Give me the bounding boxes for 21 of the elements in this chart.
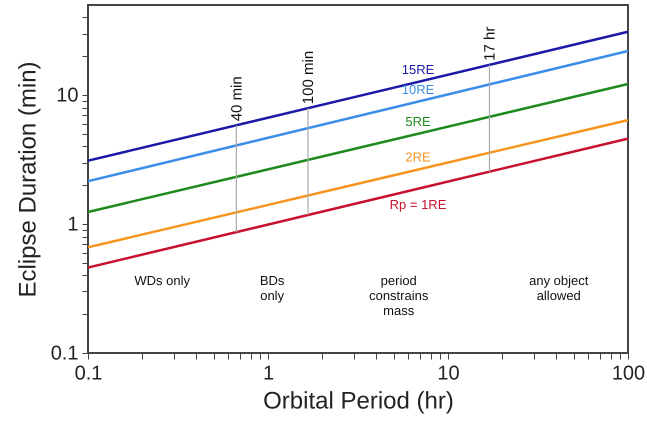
ref-line-label: 100 min [300, 50, 317, 104]
x-tick-label: 10 [437, 362, 460, 384]
series-label: Rp = 1RE [390, 197, 447, 212]
ref-line-label: 17 hr [481, 26, 498, 61]
x-tick-label: 100 [612, 362, 646, 384]
ref-line-label: 40 min [228, 76, 246, 122]
x-tick-label: 0.1 [74, 362, 102, 384]
x-tick-label: 1 [262, 362, 274, 384]
series-label: 10RE [402, 82, 435, 98]
series-label: 5RE [405, 114, 431, 130]
y-axis-title: Eclipse Duration (min) [14, 61, 42, 298]
annotation: WDs only [134, 273, 190, 288]
y-tick-label: 0.1 [50, 342, 78, 364]
x-axis-title: Orbital Period (hr) [263, 388, 454, 414]
y-tick-label: 10 [56, 84, 78, 107]
series-label: 15RE [402, 62, 435, 78]
annotation: period constrains mass [369, 273, 429, 318]
annotation: any object allowed [529, 273, 589, 303]
y-tick-label: 1 [67, 214, 78, 236]
series-label: 2RE [405, 150, 431, 165]
annotation: BDs only [260, 273, 285, 303]
